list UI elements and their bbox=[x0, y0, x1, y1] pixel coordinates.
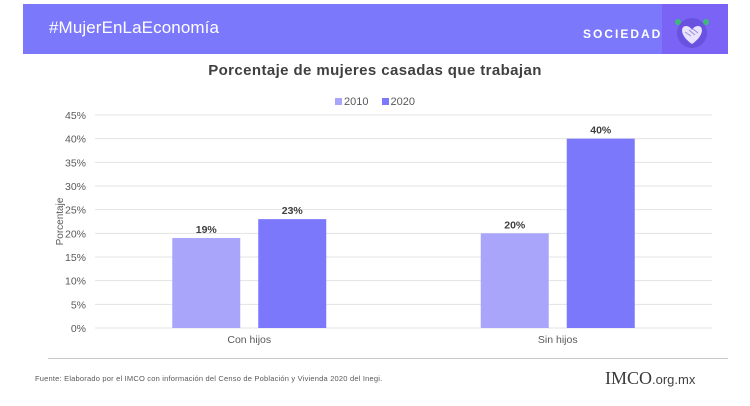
bar-2020-0 bbox=[258, 219, 327, 328]
data-label: 23% bbox=[282, 205, 304, 217]
header-banner bbox=[23, 4, 673, 54]
data-label: 40% bbox=[590, 125, 612, 137]
legend-label-2020: 2020 bbox=[390, 96, 416, 108]
logo-text: IMCO bbox=[605, 368, 653, 388]
x-tick-label: Con hijos bbox=[227, 334, 271, 346]
chart-legend: 2010 2020 bbox=[0, 96, 750, 108]
legend-swatch-2020 bbox=[381, 98, 389, 105]
legend-swatch-2010 bbox=[334, 98, 342, 105]
y-tick-label: 30% bbox=[65, 181, 86, 193]
section-label: SOCIEDAD bbox=[583, 27, 663, 41]
y-tick-label: 15% bbox=[65, 252, 86, 264]
imco-logo: IMCO.org.mx bbox=[605, 368, 695, 389]
y-tick-label: 35% bbox=[65, 157, 86, 169]
legend-label-2010: 2010 bbox=[343, 96, 369, 108]
hashtag-title: #MujerEnLaEconomía bbox=[49, 18, 220, 37]
bar-2020-1 bbox=[566, 138, 635, 328]
legend-item-2010: 2010 bbox=[334, 96, 369, 108]
data-label: 19% bbox=[196, 224, 218, 236]
handshake-heart-icon bbox=[675, 18, 709, 48]
source-note: Fuente: Elaborado por el IMCO con inform… bbox=[35, 374, 383, 383]
y-tick-label: 45% bbox=[65, 110, 86, 122]
bar-2010-0 bbox=[172, 238, 241, 328]
data-label: 20% bbox=[504, 219, 526, 231]
logo-domain: .org.mx bbox=[652, 372, 696, 387]
y-tick-label: 40% bbox=[65, 134, 86, 146]
y-tick-label: 25% bbox=[65, 205, 86, 217]
y-tick-label: 5% bbox=[71, 299, 86, 311]
chart-title: Porcentaje de mujeres casadas que trabaj… bbox=[208, 62, 542, 79]
bar-2010-1 bbox=[480, 233, 549, 328]
y-tick-label: 0% bbox=[71, 323, 86, 335]
y-axis-label: Porcentaje bbox=[55, 197, 66, 245]
x-tick-label: Sin hijos bbox=[538, 334, 578, 346]
y-tick-label: 10% bbox=[65, 276, 86, 288]
footer-divider bbox=[48, 358, 728, 359]
legend-item-2020: 2020 bbox=[381, 96, 416, 108]
y-tick-label: 20% bbox=[65, 228, 86, 240]
